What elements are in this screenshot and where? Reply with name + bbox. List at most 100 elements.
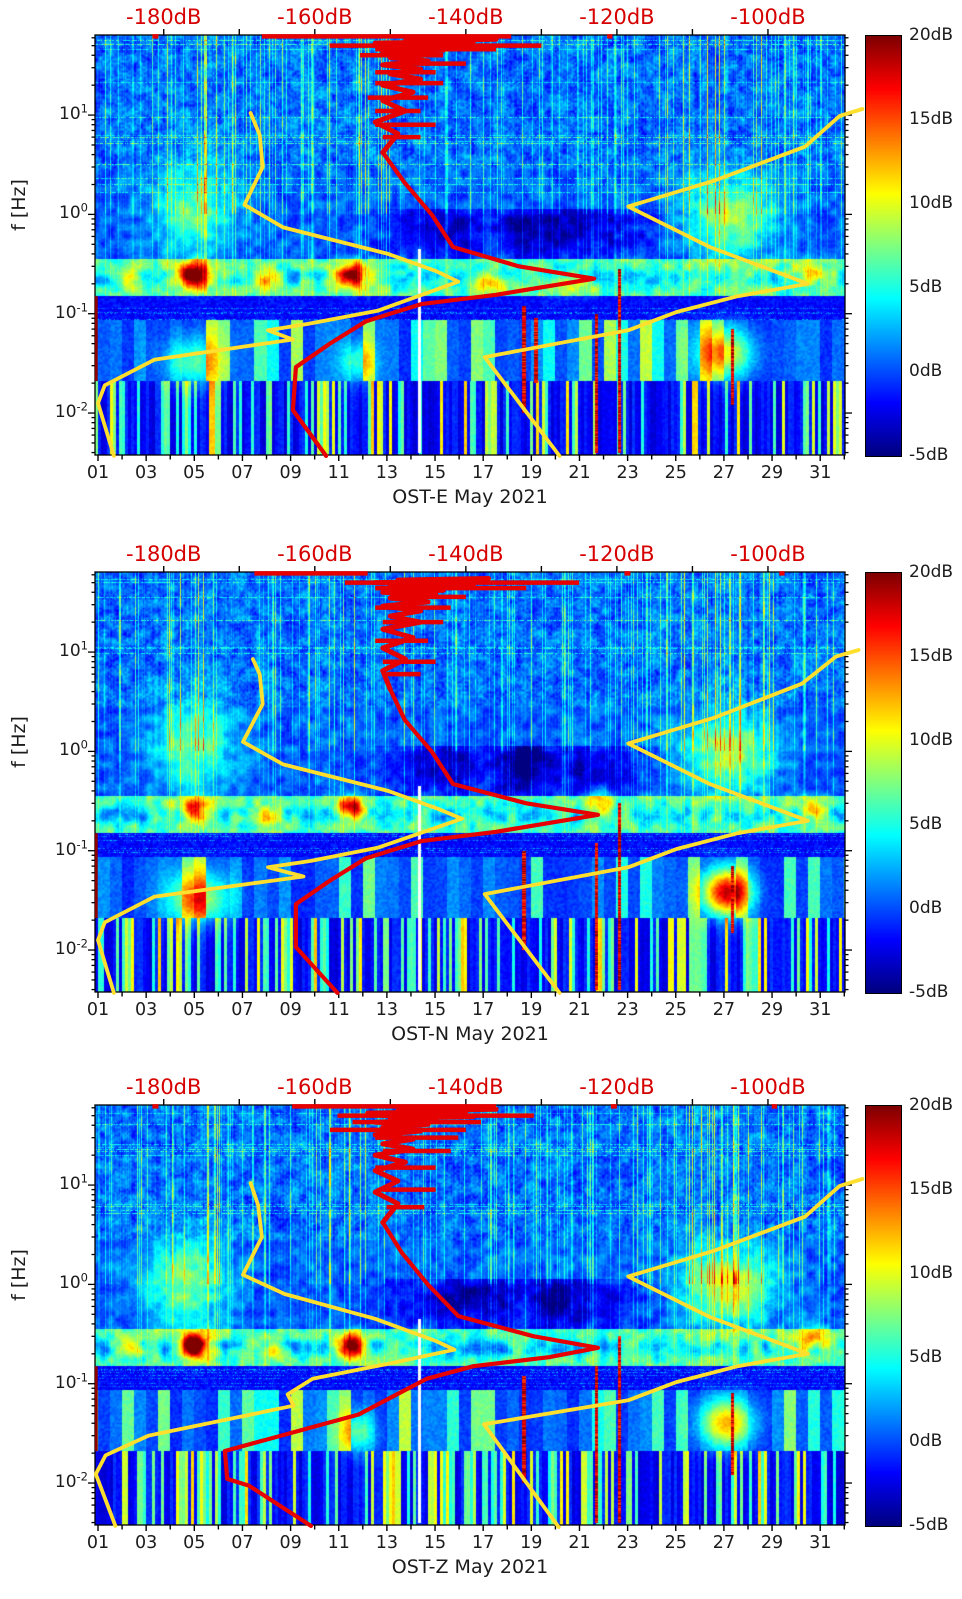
- colorbar-tick-label: 0dB: [909, 898, 943, 918]
- axes-and-noise-curves: [88, 566, 861, 998]
- reference-psd-curve-red-high-freq: [365, 1106, 499, 1225]
- psd-mode-curve-yellow-left: [96, 657, 464, 995]
- y-axis-tick-label: 10-1: [54, 1370, 88, 1393]
- colorbar-tick-label: 20dB: [909, 562, 954, 582]
- x-axis-day-label: 27: [712, 1000, 736, 1020]
- x-axis-day-label: 19: [520, 1533, 543, 1553]
- y-axis-tick-label: 101: [59, 1171, 88, 1195]
- colorbar-tick-label: 5dB: [909, 277, 943, 297]
- x-axis-day-label: 09: [279, 463, 302, 483]
- x-axis-day-label: 15: [423, 463, 447, 483]
- x-axis-day-label: 21: [568, 463, 591, 483]
- plot-frame: [94, 571, 846, 993]
- colorbar-tick-label: 15dB: [909, 646, 954, 666]
- x-axis-day-label: 19: [520, 463, 543, 483]
- x-axis-day-label: 11: [327, 1000, 350, 1020]
- x-axis-day-label: 05: [183, 1000, 206, 1020]
- x-axis-day-label: 29: [760, 1533, 784, 1553]
- y-axis-title: f [Hz]: [8, 1249, 30, 1301]
- spectrogram-canvas: [95, 35, 845, 455]
- colorbar: [865, 35, 902, 457]
- x-axis-day-label: 03: [135, 463, 158, 483]
- x-axis-day-label: 23: [616, 1000, 639, 1020]
- axes-and-noise-curves: [88, 29, 865, 461]
- x-axis-title: OST-Z May 2021: [391, 1556, 549, 1578]
- colorbar-tick-label: 5dB: [909, 814, 943, 834]
- x-axis-day-label: 09: [279, 1000, 302, 1020]
- reference-psd-curve-red-high-freq: [372, 36, 499, 155]
- colorbar: [865, 572, 902, 994]
- colorbar-tick-label: 10dB: [909, 193, 954, 213]
- x-axis-day-label: 31: [809, 1000, 832, 1020]
- colorbar-tick-label: 20dB: [909, 1095, 954, 1115]
- colorbar: [865, 1105, 902, 1527]
- colorbar-tick-label: 20dB: [909, 25, 954, 45]
- top-db-axis-label: -160dB: [277, 5, 353, 29]
- psd-mode-curve-yellow-left: [93, 1181, 457, 1528]
- x-axis-day-label: 05: [183, 1533, 206, 1553]
- top-db-axis-label: -140dB: [428, 1075, 504, 1099]
- x-axis-day-label: 03: [135, 1000, 158, 1020]
- x-axis-day-label: 29: [760, 1000, 784, 1020]
- y-axis-tick-label: 100: [59, 200, 88, 224]
- x-axis-day-label: 07: [231, 463, 254, 483]
- x-axis-day-label: 01: [86, 1533, 110, 1553]
- psd-mode-curve-yellow-right: [482, 648, 861, 995]
- x-axis-day-label: 13: [375, 1000, 399, 1020]
- colorbar-tick-label: 10dB: [909, 730, 954, 750]
- x-axis-day-label: 27: [712, 1533, 736, 1553]
- colorbar-tick-label: 5dB: [909, 1347, 943, 1367]
- x-axis-day-label: 05: [183, 463, 206, 483]
- colorbar-tick-label: 15dB: [909, 1179, 954, 1199]
- colorbar-tick-label: -5dB: [909, 982, 949, 1002]
- top-db-axis-label: -100dB: [730, 542, 806, 566]
- x-axis-day-label: 07: [231, 1000, 254, 1020]
- x-axis-day-label: 25: [664, 463, 687, 483]
- x-axis-day-label: 01: [86, 1000, 110, 1020]
- top-db-axis-label: -180dB: [126, 1075, 202, 1099]
- x-axis-day-label: 03: [135, 1533, 158, 1553]
- x-axis-day-label: 07: [231, 1533, 254, 1553]
- spectrogram-canvas: [95, 572, 845, 992]
- x-axis-title: OST-E May 2021: [392, 486, 548, 508]
- reference-psd-curve-red: [293, 687, 601, 995]
- colorbar-tick-label: -5dB: [909, 445, 949, 465]
- x-axis-day-label: 17: [472, 1533, 495, 1553]
- spectrogram-canvas: [95, 1105, 845, 1525]
- x-axis-day-label: 15: [423, 1533, 447, 1553]
- x-axis-day-label: 17: [472, 463, 495, 483]
- axes-and-noise-curves: [88, 1099, 865, 1531]
- top-db-axis-label: -140dB: [428, 542, 504, 566]
- x-axis-day-label: 27: [712, 463, 736, 483]
- x-axis-day-label: 17: [472, 1000, 495, 1020]
- x-axis-day-label: 09: [279, 1533, 302, 1553]
- top-db-axis-label: -180dB: [126, 5, 202, 29]
- x-axis-day-label: 25: [664, 1533, 687, 1553]
- top-db-axis-label: -160dB: [277, 1075, 353, 1099]
- y-axis-tick-label: 101: [59, 101, 88, 125]
- y-axis-title: f [Hz]: [8, 179, 30, 231]
- colorbar-tick-label: 0dB: [909, 361, 943, 381]
- x-axis-day-label: 23: [616, 1533, 639, 1553]
- x-axis-day-label: 19: [520, 1000, 543, 1020]
- colorbar-tick-label: -5dB: [909, 1515, 949, 1535]
- top-db-axis-label: -140dB: [428, 5, 504, 29]
- top-db-axis-label: -120dB: [579, 1075, 655, 1099]
- x-axis-day-label: 31: [809, 1533, 832, 1553]
- x-axis-day-label: 25: [664, 1000, 687, 1020]
- y-axis-tick-label: 100: [59, 1270, 88, 1294]
- psd-mode-curve-yellow-left: [96, 111, 461, 458]
- y-axis-tick-label: 10-2: [54, 399, 88, 423]
- top-db-axis-label: -180dB: [126, 542, 202, 566]
- plot-frame: [94, 34, 846, 456]
- reference-psd-curve-red: [222, 1220, 601, 1528]
- x-axis-day-label: 31: [809, 463, 832, 483]
- y-axis-tick-label: 10-1: [54, 300, 88, 323]
- y-axis-tick-label: 10-2: [54, 1469, 88, 1493]
- x-axis-day-label: 13: [375, 463, 399, 483]
- reference-psd-curve-red: [290, 150, 597, 458]
- top-db-axis-label: -160dB: [277, 542, 353, 566]
